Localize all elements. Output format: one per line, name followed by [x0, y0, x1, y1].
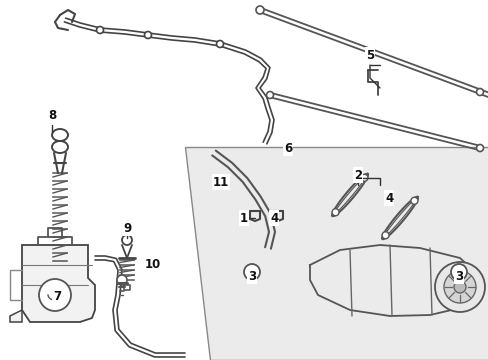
Polygon shape: [10, 310, 22, 322]
Text: 8: 8: [48, 108, 56, 122]
Circle shape: [443, 271, 475, 303]
Circle shape: [360, 174, 367, 181]
Text: 3: 3: [247, 270, 256, 283]
Circle shape: [475, 144, 483, 152]
Text: 5: 5: [365, 49, 373, 62]
Text: 7: 7: [53, 289, 61, 302]
Circle shape: [256, 6, 264, 14]
Circle shape: [453, 281, 465, 293]
Circle shape: [122, 235, 132, 245]
Text: 11: 11: [213, 176, 229, 189]
Circle shape: [39, 279, 71, 311]
Ellipse shape: [52, 141, 68, 153]
Circle shape: [144, 32, 151, 39]
Text: 2: 2: [353, 168, 361, 181]
Circle shape: [117, 275, 127, 285]
Text: 4: 4: [269, 212, 278, 225]
Polygon shape: [184, 147, 488, 360]
Circle shape: [410, 197, 417, 204]
Circle shape: [96, 27, 103, 33]
Circle shape: [434, 262, 484, 312]
Polygon shape: [22, 245, 95, 322]
Text: 1: 1: [240, 212, 247, 225]
Text: 4: 4: [384, 192, 392, 204]
Text: 9: 9: [122, 221, 131, 234]
Text: 10: 10: [145, 258, 161, 271]
Ellipse shape: [52, 129, 68, 141]
Text: 6: 6: [284, 141, 291, 154]
Circle shape: [381, 232, 388, 239]
Circle shape: [266, 91, 273, 99]
Circle shape: [248, 269, 254, 275]
Circle shape: [450, 264, 466, 280]
Circle shape: [331, 209, 338, 216]
Circle shape: [455, 269, 461, 275]
Circle shape: [216, 40, 223, 48]
Text: 3: 3: [454, 270, 462, 283]
Circle shape: [475, 89, 483, 95]
Circle shape: [244, 264, 260, 280]
